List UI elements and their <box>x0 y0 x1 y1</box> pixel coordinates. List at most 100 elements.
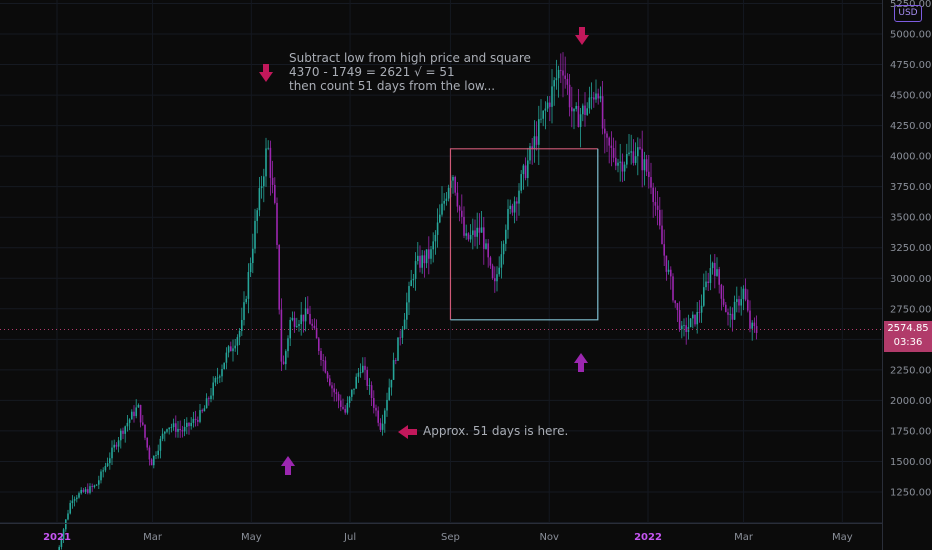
candle-body <box>744 288 747 300</box>
candle-body <box>648 171 650 178</box>
candle-body <box>663 244 665 256</box>
candle-body <box>148 447 151 460</box>
candle-body <box>571 107 573 112</box>
candle-body <box>529 146 531 161</box>
candle-body <box>289 319 291 339</box>
time-tick-label: 2021 <box>43 532 71 543</box>
candle-body <box>113 444 115 448</box>
candle-body <box>395 360 397 361</box>
candle-body <box>304 308 307 322</box>
currency-label[interactable]: USD <box>894 5 922 22</box>
candle-body <box>696 312 698 325</box>
candle-body <box>265 148 267 177</box>
candle-body <box>428 249 430 259</box>
candle-body <box>106 463 109 467</box>
candle-body <box>683 325 685 327</box>
candle-body <box>234 345 236 349</box>
candle-body <box>329 378 331 386</box>
candle-body <box>322 360 324 361</box>
candle-body <box>476 227 478 237</box>
candle-body <box>194 418 197 420</box>
candle-body <box>456 192 459 207</box>
candle-body <box>370 385 373 399</box>
candle-body <box>498 267 500 275</box>
candle-body <box>357 372 360 377</box>
candle-body <box>738 299 740 306</box>
candle-body <box>626 154 628 165</box>
candle-body <box>751 322 753 329</box>
candle-body <box>135 407 137 417</box>
candle-body <box>95 484 98 486</box>
candle-body <box>58 546 60 550</box>
candle-body <box>60 539 63 547</box>
candle-body <box>324 360 327 373</box>
time-tick-label: 2022 <box>634 532 662 543</box>
candle-body <box>553 80 555 87</box>
candle-body <box>208 398 210 400</box>
candle-body <box>452 176 454 181</box>
candle-body <box>188 422 190 427</box>
candle-body <box>700 305 703 313</box>
candle-body <box>606 133 608 138</box>
time-tick-label: Sep <box>441 532 460 543</box>
candle-body <box>480 227 483 233</box>
arrow-down-icon <box>259 64 273 82</box>
time-axis[interactable]: 2021 Mar May Jul Sep Nov 2022 Mar May <box>43 532 853 543</box>
candle-body <box>241 319 243 331</box>
candle-body <box>111 447 113 459</box>
candle-body <box>230 346 232 352</box>
candle-body <box>674 300 676 304</box>
candle-body <box>117 440 120 447</box>
candle-body <box>659 209 661 226</box>
candle-body <box>419 255 421 268</box>
price-tick-label: 5000.00 <box>890 30 931 41</box>
candle-body <box>584 105 586 115</box>
time-tick-label: Mar <box>143 532 163 543</box>
candle-body <box>439 214 441 223</box>
candle-body <box>78 493 80 498</box>
candle-body <box>617 162 619 166</box>
candle-body <box>445 198 448 201</box>
candle-body <box>494 278 496 282</box>
time-tick-label: May <box>832 532 853 543</box>
last-price-value: 2574.85 <box>887 323 929 334</box>
candle-body <box>729 313 731 315</box>
candle-body <box>749 310 751 329</box>
candle-body <box>645 159 648 172</box>
candle-body <box>549 102 551 107</box>
candle-body <box>205 398 208 409</box>
candle-body <box>661 225 663 245</box>
candle-body <box>216 377 219 379</box>
candle-body <box>637 147 639 157</box>
candle-body <box>630 151 632 153</box>
candle-body <box>667 269 670 272</box>
candle-body <box>465 233 467 236</box>
price-tick-label: 3500.00 <box>890 213 931 224</box>
candle-body <box>670 269 672 277</box>
candle-body <box>577 105 580 127</box>
candle-body <box>271 177 274 185</box>
note-line-1: Subtract low from high price and square <box>289 51 531 65</box>
candle-body <box>276 202 278 245</box>
candle-body <box>144 424 146 438</box>
price-axis[interactable]: 5250.00 5000.00 4750.00 4500.00 4250.00 4000.… <box>890 0 931 499</box>
candle-body <box>634 156 637 163</box>
candle-body <box>520 174 522 191</box>
candle-body <box>522 165 525 175</box>
candle-body <box>172 423 175 428</box>
candle-body <box>562 70 564 76</box>
candle-body <box>104 466 107 471</box>
candle-body <box>485 243 487 249</box>
note-51-days: Approx. 51 days is here. <box>423 424 568 438</box>
candle-body <box>731 313 734 320</box>
candle-body <box>467 233 470 240</box>
candle-body <box>463 216 465 236</box>
candle-body <box>82 489 85 492</box>
candle-body <box>190 422 192 427</box>
candle-body <box>511 205 514 213</box>
price-tick-label: 4750.00 <box>890 60 931 71</box>
candle-body <box>483 227 485 249</box>
candle-body <box>707 281 709 284</box>
candle-body <box>84 489 87 492</box>
